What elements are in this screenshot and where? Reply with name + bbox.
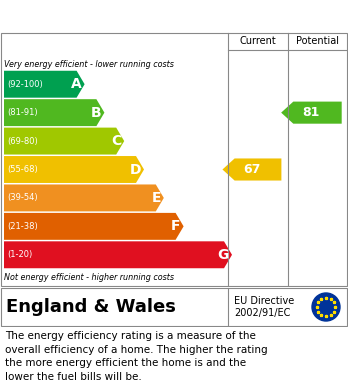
Polygon shape	[4, 156, 144, 183]
Text: Potential: Potential	[296, 36, 339, 46]
Text: (69-80): (69-80)	[7, 136, 38, 145]
Text: 2002/91/EC: 2002/91/EC	[234, 308, 290, 318]
Text: C: C	[111, 134, 121, 148]
Text: The energy efficiency rating is a measure of the
overall efficiency of a home. T: The energy efficiency rating is a measur…	[5, 331, 268, 382]
Text: Not energy efficient - higher running costs: Not energy efficient - higher running co…	[4, 273, 174, 282]
Text: England & Wales: England & Wales	[6, 298, 176, 316]
Text: F: F	[171, 219, 181, 233]
Polygon shape	[4, 99, 104, 126]
Polygon shape	[4, 127, 124, 154]
Polygon shape	[222, 158, 282, 181]
Polygon shape	[4, 71, 85, 98]
Text: 67: 67	[243, 163, 261, 176]
Text: (55-68): (55-68)	[7, 165, 38, 174]
Polygon shape	[4, 213, 184, 240]
Polygon shape	[4, 185, 164, 212]
Circle shape	[312, 293, 340, 321]
Text: (92-100): (92-100)	[7, 80, 43, 89]
Text: 81: 81	[303, 106, 320, 119]
Text: (21-38): (21-38)	[7, 222, 38, 231]
Text: A: A	[71, 77, 81, 91]
Text: (39-54): (39-54)	[7, 194, 38, 203]
Text: Very energy efficient - lower running costs: Very energy efficient - lower running co…	[4, 60, 174, 69]
Text: G: G	[218, 248, 229, 262]
Polygon shape	[4, 241, 232, 268]
Text: Energy Efficiency Rating: Energy Efficiency Rating	[10, 9, 232, 23]
Text: Current: Current	[240, 36, 276, 46]
Text: B: B	[91, 106, 101, 120]
Polygon shape	[281, 102, 342, 124]
Text: (1-20): (1-20)	[7, 250, 32, 259]
Text: E: E	[151, 191, 161, 205]
Text: D: D	[129, 163, 141, 176]
Text: EU Directive: EU Directive	[234, 296, 294, 306]
Text: (81-91): (81-91)	[7, 108, 38, 117]
